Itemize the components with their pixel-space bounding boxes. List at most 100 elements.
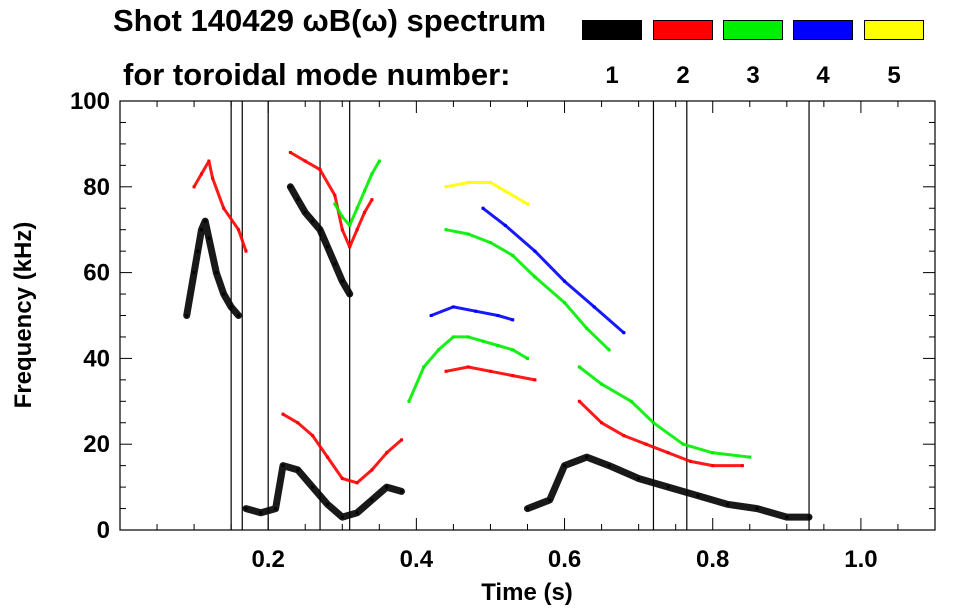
data-point-mode-3 [370,172,374,176]
data-point-mode-2 [296,421,300,425]
data-point-mode-2 [577,399,581,403]
data-point-mode-1 [296,198,300,202]
chart-title-line2: for toroidal mode number: [123,57,511,92]
data-point-mode-2 [192,185,196,189]
x-axis-title: Time (s) [481,579,573,606]
x-tick-label: 0.4 [400,546,434,573]
data-point-mode-1 [785,515,789,519]
series-mode-2-line [444,365,537,382]
data-point-mode-1 [207,236,211,240]
series-mode-1-line [242,462,405,521]
data-point-mode-3 [629,399,633,403]
data-point-mode-1 [385,485,389,489]
data-point-mode-1 [807,515,811,519]
legend-label-mode-4: 4 [816,62,830,89]
data-point-mode-2 [689,459,692,463]
data-point-mode-1 [281,464,285,468]
data-point-mode-1 [666,485,670,489]
data-point-mode-2 [666,451,670,455]
data-point-mode-3 [748,455,752,459]
data-point-mode-2 [325,455,329,459]
data-point-mode-2 [340,228,344,232]
legend-label-mode-1: 1 [605,62,619,89]
axes: 0 20 40 60 80 100 0.2 0.4 0.6 0.8 1.0 [70,88,935,573]
chart-title-line1: Shot 140429 ωB(ω) spectrum [113,3,547,38]
data-point-mode-3 [348,223,352,227]
series-mode-1-line [183,217,242,319]
data-point-mode-1 [214,271,218,275]
legend-swatch-mode-4 [793,20,853,40]
data-point-mode-1 [288,185,292,189]
data-point-mode-3 [333,202,337,206]
data-point-mode-3 [355,206,359,210]
data-point-mode-1 [755,507,759,511]
legend-swatch-mode-5 [864,20,924,40]
series-mode-3-line [444,228,611,352]
x-tick-label: 0.6 [548,546,581,573]
data-point-mode-3 [363,189,366,193]
y-tick-label: 0 [97,517,110,544]
data-point-mode-2 [370,468,374,472]
legend-label-mode-3: 3 [746,62,760,89]
data-point-mode-2 [511,374,515,378]
y-tick-label: 80 [83,174,110,201]
data-point-mode-1 [726,502,730,506]
data-point-mode-2 [355,481,359,485]
data-point-mode-4 [511,318,515,322]
legend-swatch-mode-2 [653,20,713,40]
data-point-mode-4 [533,249,537,253]
data-point-mode-3 [481,339,485,343]
data-point-mode-1 [185,314,189,317]
data-point-mode-4 [481,206,485,210]
data-point-mode-3 [526,356,529,360]
data-point-mode-1 [203,219,207,223]
data-point-mode-2 [400,438,404,442]
data-point-mode-4 [592,305,596,309]
data-point-mode-1 [348,292,352,296]
data-point-mode-2 [244,249,248,253]
data-point-mode-1 [311,485,315,489]
data-point-mode-1 [325,245,329,249]
data-point-mode-2 [348,245,352,249]
y-tick-label: 100 [70,88,110,115]
data-point-mode-3 [711,451,715,455]
data-point-mode-3 [466,232,470,236]
data-point-mode-1 [400,489,404,493]
data-point-mode-3 [600,382,604,386]
data-point-mode-1 [548,498,552,502]
data-point-mode-2 [340,477,344,481]
data-point-mode-1 [585,455,589,459]
series-mode-1-line [524,453,813,521]
data-point-mode-3 [422,365,426,369]
data-point-mode-2 [211,176,215,180]
data-point-mode-2 [488,369,492,373]
data-point-mode-2 [644,442,648,446]
data-point-mode-4 [474,309,478,313]
data-point-mode-1 [607,464,611,468]
data-point-mode-2 [600,421,604,425]
x-tick-label: 1.0 [844,546,877,573]
y-axis-title: Frequency (kHz) [10,222,37,409]
data-point-mode-2 [222,206,226,210]
data-point-mode-1 [237,314,241,317]
data-point-mode-3 [437,348,441,352]
data-point-mode-3 [533,275,537,279]
series-mode-4-line [429,305,515,322]
data-point-mode-2 [385,451,389,455]
data-point-mode-2 [444,369,448,373]
data-point-mode-3 [681,442,685,446]
y-tick-label: 60 [83,260,110,287]
data-point-mode-2 [711,464,715,468]
data-point-mode-3 [607,348,611,352]
data-point-mode-1 [340,279,344,283]
y-tick-label: 40 [83,345,110,372]
data-point-mode-2 [288,150,292,154]
data-point-mode-1 [229,305,233,309]
data-point-mode-2 [303,159,307,163]
data-point-mode-3 [377,159,381,163]
data-point-mode-2 [237,228,241,232]
data-point-mode-1 [296,468,300,472]
data-point-mode-4 [429,314,433,317]
data-point-mode-3 [496,344,500,348]
